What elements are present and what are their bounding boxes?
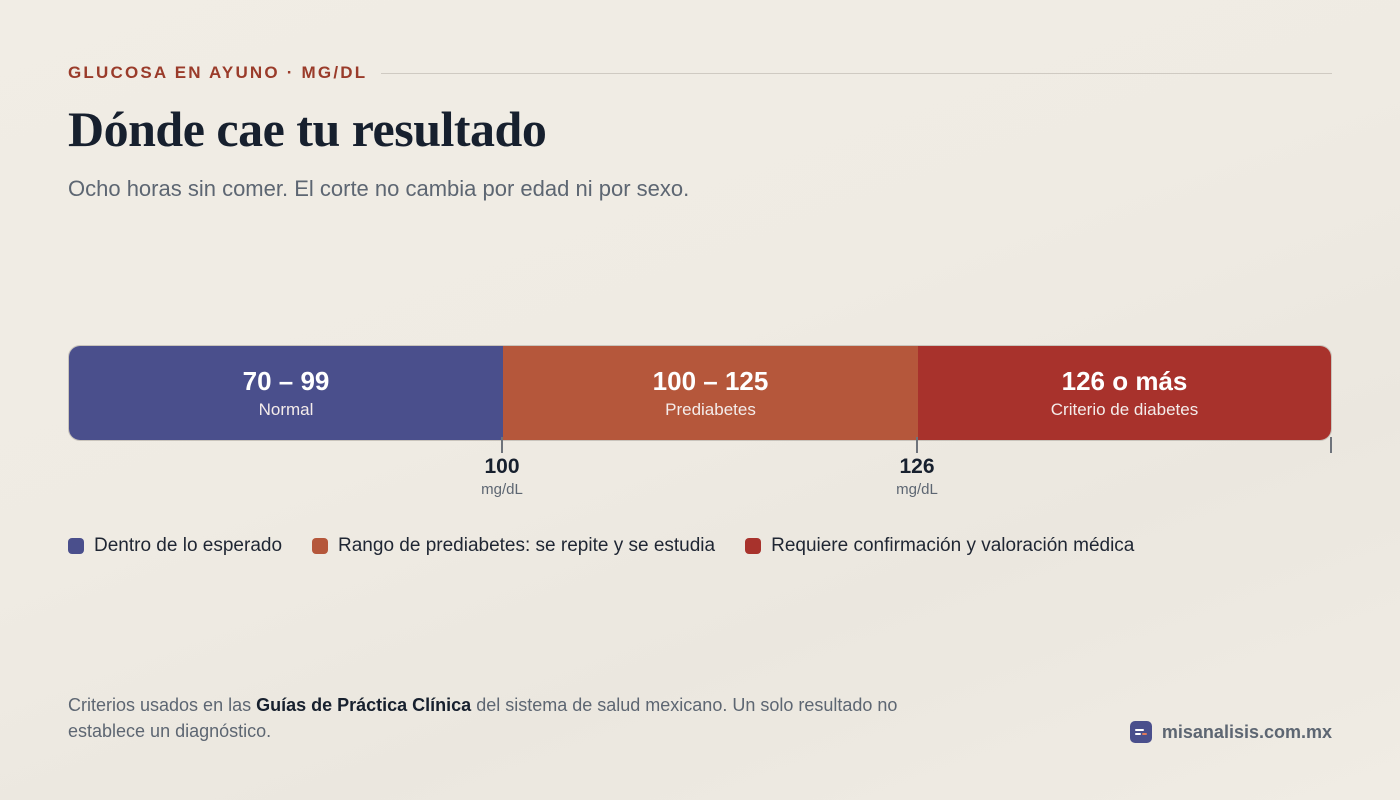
eyebrow-row: GLUCOSA EN AYUNO · MG/DL [68, 63, 1332, 83]
eyebrow-divider [381, 72, 1332, 74]
glucose-range-bar: 70 – 99 Normal 100 – 125 Prediabetes 126… [68, 345, 1332, 441]
range-segment-normal: 70 – 99 Normal [69, 346, 503, 440]
range-value-diabetes: 126 o más [1061, 366, 1188, 396]
legend: Dentro de lo esperado Rango de prediabet… [68, 535, 1164, 557]
cutoff-label-100: 100 mg/dL [462, 455, 542, 498]
legend-text-diabetes: Requiere confirmación y valoración médic… [771, 535, 1135, 556]
eyebrow-label: GLUCOSA EN AYUNO · MG/DL [68, 63, 368, 82]
legend-item-diabetes: Requiere confirmación y valoración médic… [745, 535, 1134, 557]
legend-item-normal: Dentro de lo esperado [68, 535, 282, 557]
cutoff-value: 100 [484, 455, 520, 478]
legend-text-prediabetes: Rango de prediabetes: se repite y se est… [338, 535, 716, 556]
cutoff-tick-126 [916, 437, 918, 453]
bar-end-tick [1330, 437, 1332, 453]
cutoff-label-126: 126 mg/dL [877, 455, 957, 498]
footnote-guidelines-name: Guías de Práctica Clínica [256, 695, 472, 715]
page-title: Dónde cae tu resultado [68, 101, 547, 157]
brand[interactable]: misanalisis.com.mx [1129, 721, 1332, 743]
legend-item-prediabetes: Rango de prediabetes: se repite y se est… [312, 535, 715, 557]
footnote-text-start: Criterios usados en las [68, 695, 257, 715]
source-footnote: Criterios usados en las Guías de Práctic… [68, 692, 928, 744]
range-label-normal: Normal [258, 400, 314, 419]
legend-swatch-prediabetes [312, 538, 329, 554]
brand-name[interactable]: misanalisis.com.mx [1161, 721, 1332, 742]
cutoff-unit: mg/dL [481, 481, 523, 498]
footnote-text-end: del sistema de salud mexicano. Un solo r… [68, 695, 898, 741]
cutoff-tick-100 [501, 437, 503, 453]
cutoff-unit: mg/dL [896, 481, 938, 498]
range-value-prediabetes: 100 – 125 [652, 366, 769, 396]
cutoff-value: 126 [899, 455, 935, 478]
range-label-prediabetes: Prediabetes [665, 400, 756, 419]
range-segment-prediabetes: 100 – 125 Prediabetes [503, 346, 918, 440]
legend-swatch-normal [68, 538, 84, 554]
range-label-diabetes: Criterio de diabetes [1050, 400, 1199, 419]
legend-text-normal: Dentro de lo esperado [94, 535, 283, 556]
legend-swatch-diabetes [745, 538, 762, 554]
brand-logo-icon [1129, 721, 1152, 743]
range-segment-diabetes: 126 o más Criterio de diabetes [918, 346, 1331, 440]
page-subtitle: Ocho horas sin comer. El corte no cambia… [68, 176, 690, 201]
range-value-normal: 70 – 99 [242, 366, 330, 396]
